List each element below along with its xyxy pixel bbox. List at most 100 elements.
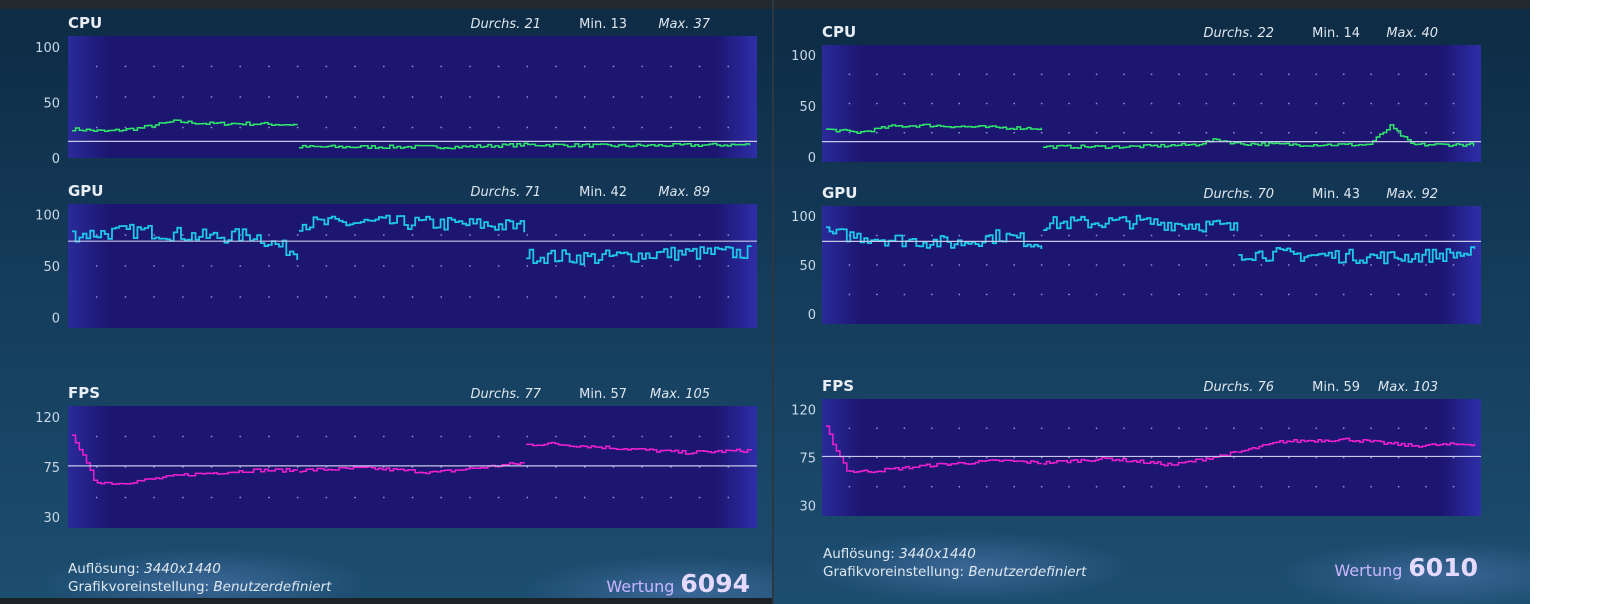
preset-value: Benutzerdefiniert [213,579,332,595]
y-tick-label: 50 [799,259,816,274]
grid-dot [876,73,878,76]
grid-dot [181,65,184,68]
grid-dot [612,234,615,236]
grid-dot [469,496,471,499]
chart-title: GPU [68,182,104,200]
grid-dot [1342,427,1345,430]
grid-dot [296,96,299,98]
grid-dot [555,96,557,98]
grid-dot [1040,264,1043,266]
grid-dot [1342,456,1345,459]
grid-dot [1178,102,1180,105]
grid-dot [1068,73,1071,76]
grid-dot [325,435,328,438]
grid-dot [153,296,156,298]
grid-dot [1013,73,1016,76]
grid-dot [1123,293,1125,296]
grid-dot [958,131,961,134]
gpu-series-segment-3 [1238,246,1476,265]
grid-dot [95,96,98,98]
grid-dot [876,264,878,266]
grid-dot [1315,131,1318,134]
grid-dot [698,65,701,68]
grid-dot [210,265,213,267]
grid-dot [181,265,184,267]
grid-dot [1068,234,1071,237]
grid-dot [1178,234,1180,237]
grid-dot [497,126,500,129]
grid-dot [268,496,270,499]
grid-dot [411,234,414,236]
grid-dot [669,126,672,129]
score: Wertung 6010 [1334,553,1478,582]
y-tick-label: 0 [52,312,60,327]
grid-dot [583,96,586,98]
grid-dot [124,466,127,468]
run-info: Auflösung: 3440x1440 Grafikvoreinstellun… [823,545,1086,581]
grid-dot [239,435,242,438]
grid-dot [641,234,644,236]
grid-dot [1123,102,1125,105]
grid-dot [95,265,98,267]
grid-dot [382,65,385,68]
y-tick-label: 0 [808,151,816,166]
grid-dot [1397,234,1400,237]
grid-dot [440,234,443,236]
stat-avg: Durchs. 77 [470,387,541,402]
grid-dot [555,65,557,68]
y-tick-label: 0 [808,308,816,323]
grid-dot [411,466,414,468]
grid-dot [1452,131,1455,134]
grid-dot [1150,293,1153,296]
grid-dot [1260,102,1263,105]
grid-dot [1397,264,1400,266]
benchmark-panel-left: CPU Durchs. 21 Min. 13 Max. 37 0 50 100 GPU Durc… [0,0,772,604]
grid-dot [1260,293,1263,296]
grid-dot [181,126,184,129]
grid-dot [848,73,851,76]
grid-dot [1452,456,1455,459]
grid-dot [1150,234,1153,237]
grid-dot [669,96,672,98]
grid-dot [181,466,184,468]
grid-dot [124,96,127,98]
grid-dot [930,73,933,76]
grid-dot [1425,73,1427,76]
grid-dot [469,296,471,298]
grid-dot [1452,102,1455,105]
grid-dot [1315,102,1318,105]
grid-dot [1370,102,1373,105]
grid-dot [903,264,906,266]
grid-dot [669,296,672,298]
grid-dot [612,96,615,98]
grid-dot [1287,234,1290,237]
grid-dot [296,234,299,236]
grid-dot [1342,73,1345,76]
grid-dot [1287,427,1290,430]
grid-dot [1452,293,1455,296]
grid-dot [583,296,586,298]
grid-dot [95,435,98,438]
grid-dot [382,265,385,267]
grid-dot [930,131,933,134]
grid-dot [1260,73,1263,76]
grid-dot [555,466,557,468]
grid-dot [1315,293,1318,296]
grid-dot [1232,73,1235,76]
grid-dot [1287,264,1290,266]
grid-dot [876,293,878,296]
grid-dot [1232,234,1235,237]
window-top-bar [0,0,772,9]
grid-dot [1013,264,1016,266]
grid-dot [1425,293,1427,296]
gpu-series-segment-3 [526,245,753,266]
grid-dot [903,73,906,76]
grid-dot [1205,485,1208,488]
grid-dot [268,96,270,98]
grid-dot [641,126,644,129]
preset-line: Grafikvoreinstellung: Benutzerdefiniert [823,564,1087,580]
grid-dot [1150,427,1153,430]
grid-dot [1260,485,1263,488]
grid-dot [876,234,878,237]
grid-dot [268,435,270,438]
